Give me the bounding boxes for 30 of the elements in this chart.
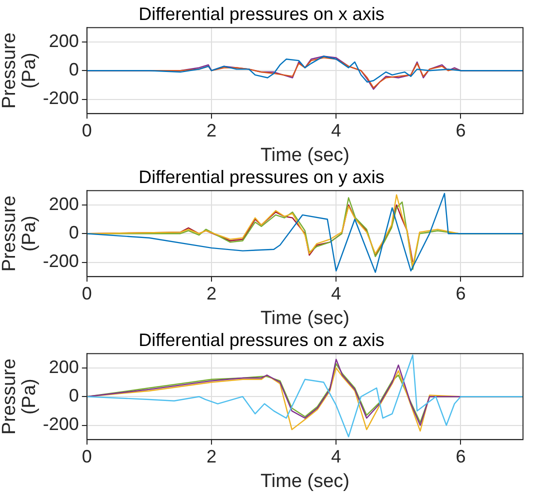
x-axis-title: Time (sec) <box>260 144 350 166</box>
y-tick-label: 0 <box>68 222 79 243</box>
x-tick-label: 4 <box>331 120 342 140</box>
x-axis-title: Time (sec) <box>260 308 350 329</box>
y-axis-title: Pressure (Pa) <box>0 196 40 272</box>
y-tick-label: 0 <box>68 386 79 406</box>
y-tick-label: -200 <box>42 88 79 108</box>
x-tick-label: 2 <box>206 283 217 304</box>
x-tick-label: 0 <box>82 283 92 304</box>
x-tick-label: 6 <box>456 446 466 466</box>
x-tick-label: 6 <box>456 283 466 304</box>
x-tick-label: 4 <box>331 446 342 466</box>
chart-title: Differential pressures on x axis <box>138 4 384 24</box>
chart-title: Differential pressures on y axis <box>138 166 384 187</box>
y-tick-label: -200 <box>42 251 79 272</box>
y-tick-label: 0 <box>68 60 79 80</box>
x-tick-label: 2 <box>206 446 217 466</box>
x-tick-label: 4 <box>331 283 342 304</box>
y-tick-label: -200 <box>42 414 79 434</box>
x-tick-label: 0 <box>82 120 92 140</box>
y-tick-label: 200 <box>48 194 79 214</box>
y-tick-label: 200 <box>48 356 79 377</box>
chart-title: Differential pressures on z axis <box>138 330 384 350</box>
y-axis-title: Pressure (Pa) <box>0 358 40 435</box>
x-axis-title: Time (sec) <box>260 470 350 492</box>
x-tick-label: 0 <box>82 446 92 466</box>
x-tick-label: 2 <box>206 120 217 140</box>
y-axis-title: Pressure (Pa) <box>0 32 40 109</box>
y-tick-label: 200 <box>48 30 79 51</box>
x-tick-label: 6 <box>456 120 466 140</box>
